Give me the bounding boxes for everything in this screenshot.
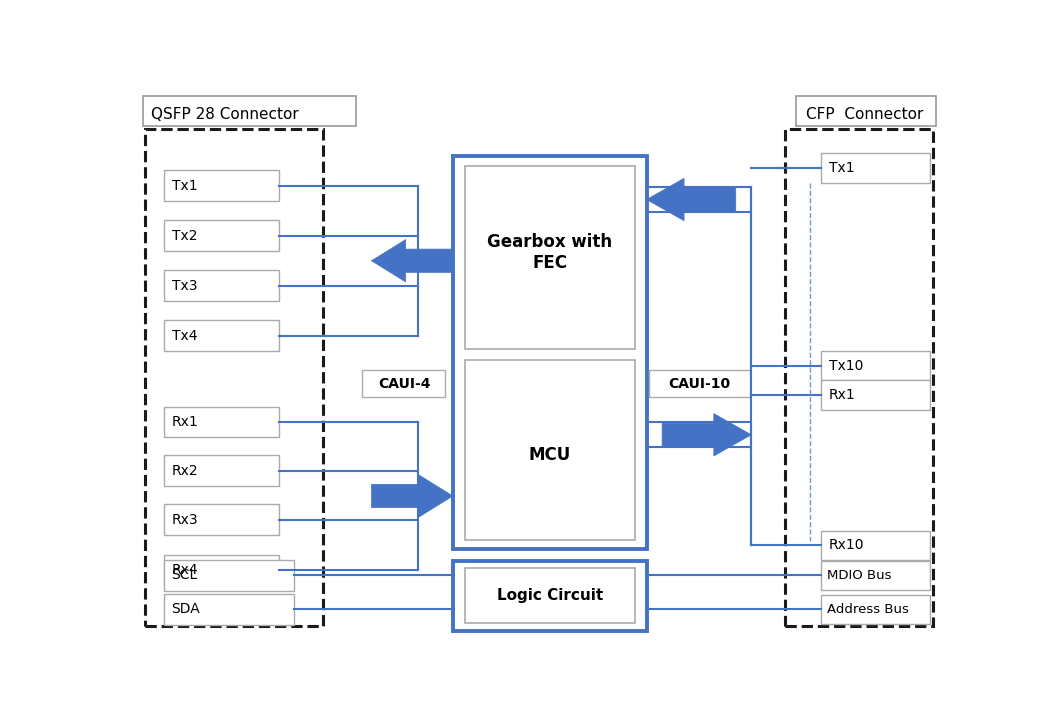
Text: SDA: SDA	[171, 602, 201, 616]
Bar	[143, 97, 356, 126]
Text: Tx3: Tx3	[171, 279, 197, 293]
Bar	[464, 361, 635, 540]
Bar	[164, 594, 294, 624]
Text: CAUI-10: CAUI-10	[668, 377, 731, 391]
Text: Tx1: Tx1	[171, 179, 197, 192]
Text: Tx4: Tx4	[171, 329, 197, 343]
Text: Tx1: Tx1	[828, 161, 855, 175]
Bar	[821, 351, 929, 380]
Text: Logic Circuit: Logic Circuit	[497, 588, 603, 603]
Text: MCU: MCU	[528, 446, 571, 464]
Bar	[145, 129, 323, 626]
Bar	[464, 166, 635, 349]
Bar	[821, 153, 929, 183]
Text: Tx2: Tx2	[171, 229, 197, 242]
Text: Address Bus: Address Bus	[827, 603, 909, 616]
Polygon shape	[647, 179, 736, 221]
Text: QSFP 28 Connector: QSFP 28 Connector	[150, 107, 298, 121]
Bar	[164, 220, 278, 251]
Bar	[164, 320, 278, 351]
Polygon shape	[663, 414, 751, 456]
Bar	[362, 370, 445, 397]
Text: Tx10: Tx10	[828, 359, 863, 373]
Bar	[796, 97, 936, 126]
Bar	[821, 560, 929, 590]
Bar	[164, 171, 278, 201]
Text: Rx1: Rx1	[171, 415, 198, 429]
Text: CFP  Connector: CFP Connector	[805, 107, 923, 121]
Text: Gearbox with
FEC: Gearbox with FEC	[487, 233, 612, 272]
Bar	[164, 455, 278, 486]
Bar	[821, 380, 929, 409]
Bar	[464, 568, 635, 623]
Bar	[453, 156, 647, 549]
Text: SCL: SCL	[171, 568, 197, 582]
Polygon shape	[372, 475, 453, 517]
Text: Rx1: Rx1	[828, 388, 856, 402]
Bar	[164, 270, 278, 301]
Text: CAUI-4: CAUI-4	[378, 377, 430, 391]
Polygon shape	[372, 240, 453, 282]
Text: MDIO Bus: MDIO Bus	[827, 568, 891, 582]
Bar	[164, 555, 278, 585]
Text: Rx3: Rx3	[171, 513, 198, 527]
Bar	[784, 129, 933, 626]
Text: Rx2: Rx2	[171, 464, 198, 478]
Bar	[164, 560, 294, 591]
Bar	[453, 560, 647, 631]
Bar	[649, 370, 750, 397]
Text: Rx10: Rx10	[828, 538, 864, 552]
Bar	[164, 505, 278, 535]
Bar	[821, 531, 929, 560]
Text: Rx4: Rx4	[171, 563, 198, 577]
Bar	[164, 407, 278, 438]
Bar	[821, 595, 929, 624]
